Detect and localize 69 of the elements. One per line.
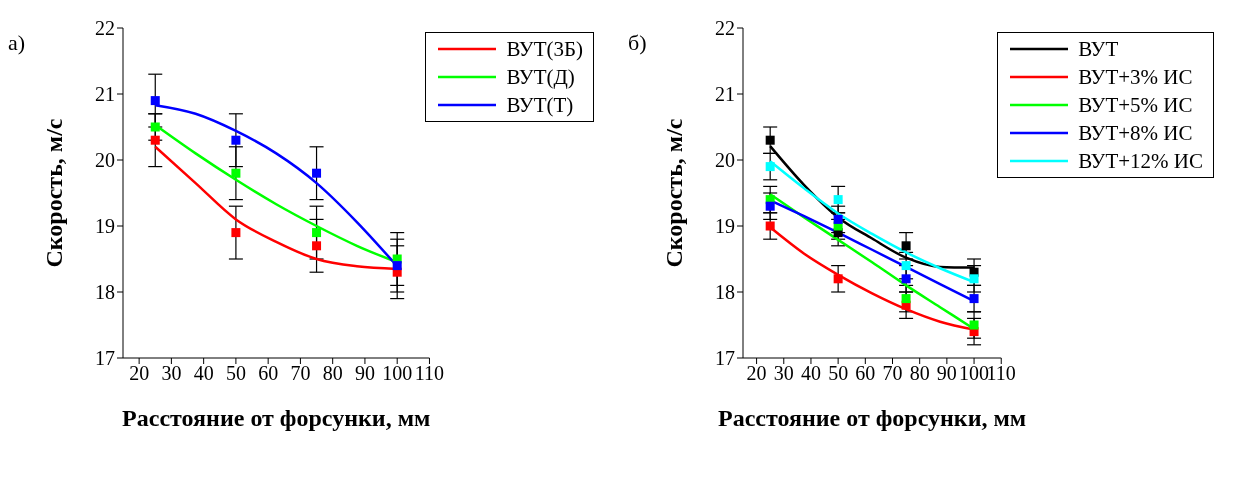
x-tick-label: 90 bbox=[936, 362, 957, 385]
x-tick-label: 80 bbox=[322, 362, 343, 385]
point bbox=[901, 274, 911, 284]
point bbox=[969, 320, 979, 330]
y-tick-label: 22 bbox=[715, 17, 735, 40]
point bbox=[765, 221, 775, 231]
y-tick-label: 21 bbox=[715, 83, 735, 106]
x-tick-label: 50 bbox=[828, 362, 849, 385]
x-tick-label: 40 bbox=[193, 362, 214, 385]
point bbox=[392, 261, 402, 271]
y-tick-label: 17 bbox=[715, 347, 735, 370]
y-tick-label: 20 bbox=[95, 149, 115, 172]
point bbox=[150, 96, 160, 106]
y-axis-title: Скорость, м/с bbox=[40, 118, 67, 268]
point bbox=[312, 241, 322, 251]
y-axis-title: Скорость, м/с bbox=[660, 118, 687, 268]
x-axis-title: Расстояние от форсунки, мм bbox=[122, 405, 431, 431]
x-tick-label: 20 bbox=[129, 362, 150, 385]
point bbox=[901, 241, 911, 251]
y-tick-label: 18 bbox=[715, 281, 735, 304]
x-tick-label: 70 bbox=[290, 362, 311, 385]
point bbox=[901, 294, 911, 304]
x-tick-label: 30 bbox=[773, 362, 794, 385]
x-tick-label: 80 bbox=[909, 362, 930, 385]
legend-label: ВУТ bbox=[1078, 36, 1119, 63]
y-tick-label: 19 bbox=[715, 215, 735, 238]
x-tick-label: 70 bbox=[882, 362, 903, 385]
x-axis-title: Расстояние от форсунки, мм bbox=[718, 405, 1027, 431]
legend-label: ВУТ+12% ИС bbox=[1078, 148, 1203, 175]
x-tick-label: 60 bbox=[855, 362, 876, 385]
point bbox=[833, 214, 843, 224]
legend-label: ВУТ(Т) bbox=[506, 92, 574, 119]
x-tick-label: 50 bbox=[225, 362, 246, 385]
point bbox=[765, 135, 775, 145]
legend-label: ВУТ(3Б) bbox=[506, 36, 583, 63]
point bbox=[765, 201, 775, 211]
y-tick-label: 21 bbox=[95, 83, 115, 106]
y-tick-label: 17 bbox=[95, 347, 115, 370]
legend-label: ВУТ+3% ИС bbox=[1078, 64, 1193, 91]
point bbox=[833, 274, 843, 284]
legend-label: ВУТ(Д) bbox=[506, 64, 575, 91]
text: а) bbox=[8, 30, 26, 56]
point bbox=[765, 162, 775, 172]
x-tick-label: 60 bbox=[258, 362, 279, 385]
legend-label: ВУТ+5% ИС bbox=[1078, 92, 1193, 119]
point bbox=[150, 122, 160, 132]
point bbox=[901, 261, 911, 271]
point bbox=[231, 168, 241, 178]
x-tick-label: 110 bbox=[414, 362, 445, 385]
y-tick-label: 19 bbox=[95, 215, 115, 238]
x-tick-label: 100 bbox=[382, 362, 413, 385]
y-tick-label: 20 bbox=[715, 149, 735, 172]
point bbox=[231, 135, 241, 145]
x-tick-label: 100 bbox=[959, 362, 990, 385]
point bbox=[969, 274, 979, 284]
point bbox=[312, 228, 322, 238]
point bbox=[312, 168, 322, 178]
x-tick-label: 30 bbox=[161, 362, 182, 385]
x-tick-label: 20 bbox=[746, 362, 767, 385]
point bbox=[833, 195, 843, 205]
x-tick-label: 90 bbox=[354, 362, 375, 385]
text: б) bbox=[628, 30, 647, 56]
y-tick-label: 22 bbox=[95, 17, 115, 40]
point bbox=[969, 294, 979, 304]
y-tick-label: 18 bbox=[95, 281, 115, 304]
point bbox=[231, 228, 241, 238]
point bbox=[150, 135, 160, 145]
x-tick-label: 40 bbox=[800, 362, 821, 385]
legend-label: ВУТ+8% ИС bbox=[1078, 120, 1193, 147]
